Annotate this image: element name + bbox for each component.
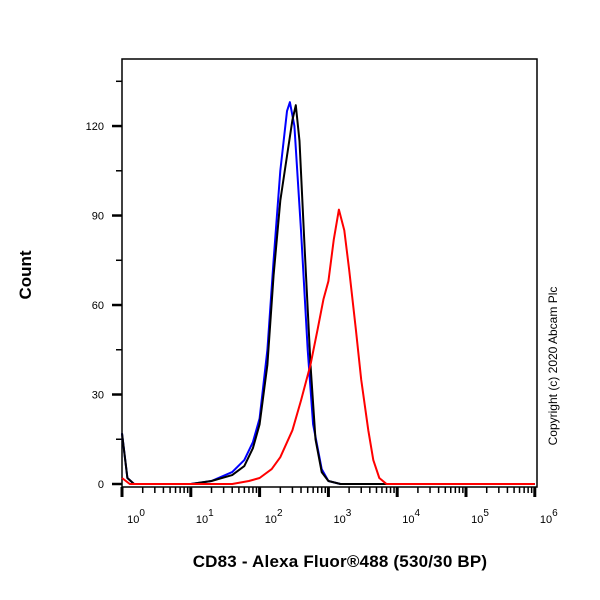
x-tick-label: 103 xyxy=(333,508,351,526)
series-unlabelled-control xyxy=(121,101,535,485)
y-tick-label: 30 xyxy=(92,390,104,402)
y-axis-label-text: Count xyxy=(16,250,35,300)
x-axis-label: CD83 - Alexa Fluor®488 (530/30 BP) xyxy=(192,552,488,571)
x-tick-label: 102 xyxy=(265,508,283,526)
x-tick-label: 104 xyxy=(402,508,420,526)
y-tick-label: 0 xyxy=(98,479,104,491)
copyright-text: Copyright (c) 2020 Abcam Plc xyxy=(546,286,560,446)
y-tick-label: 60 xyxy=(92,300,104,312)
x-tick-label: 105 xyxy=(471,508,489,526)
x-tick-label: 100 xyxy=(127,508,145,526)
y-tick-label: 90 xyxy=(92,211,104,223)
y-tick-label: 120 xyxy=(86,121,104,133)
x-tick-label: 106 xyxy=(540,508,558,526)
y-axis: 0 30 60 90 120 xyxy=(86,80,122,491)
series-isotype-control xyxy=(121,104,535,485)
x-axis: 100 101 102 103 104 105 106 xyxy=(120,487,558,526)
series-CD83-antibody xyxy=(121,208,535,485)
histogram-series xyxy=(121,101,535,485)
y-axis-label: Count xyxy=(6,230,46,320)
x-tick-label: 101 xyxy=(196,508,214,526)
copyright-annotation: Copyright (c) 2020 Abcam Plc xyxy=(543,240,563,492)
